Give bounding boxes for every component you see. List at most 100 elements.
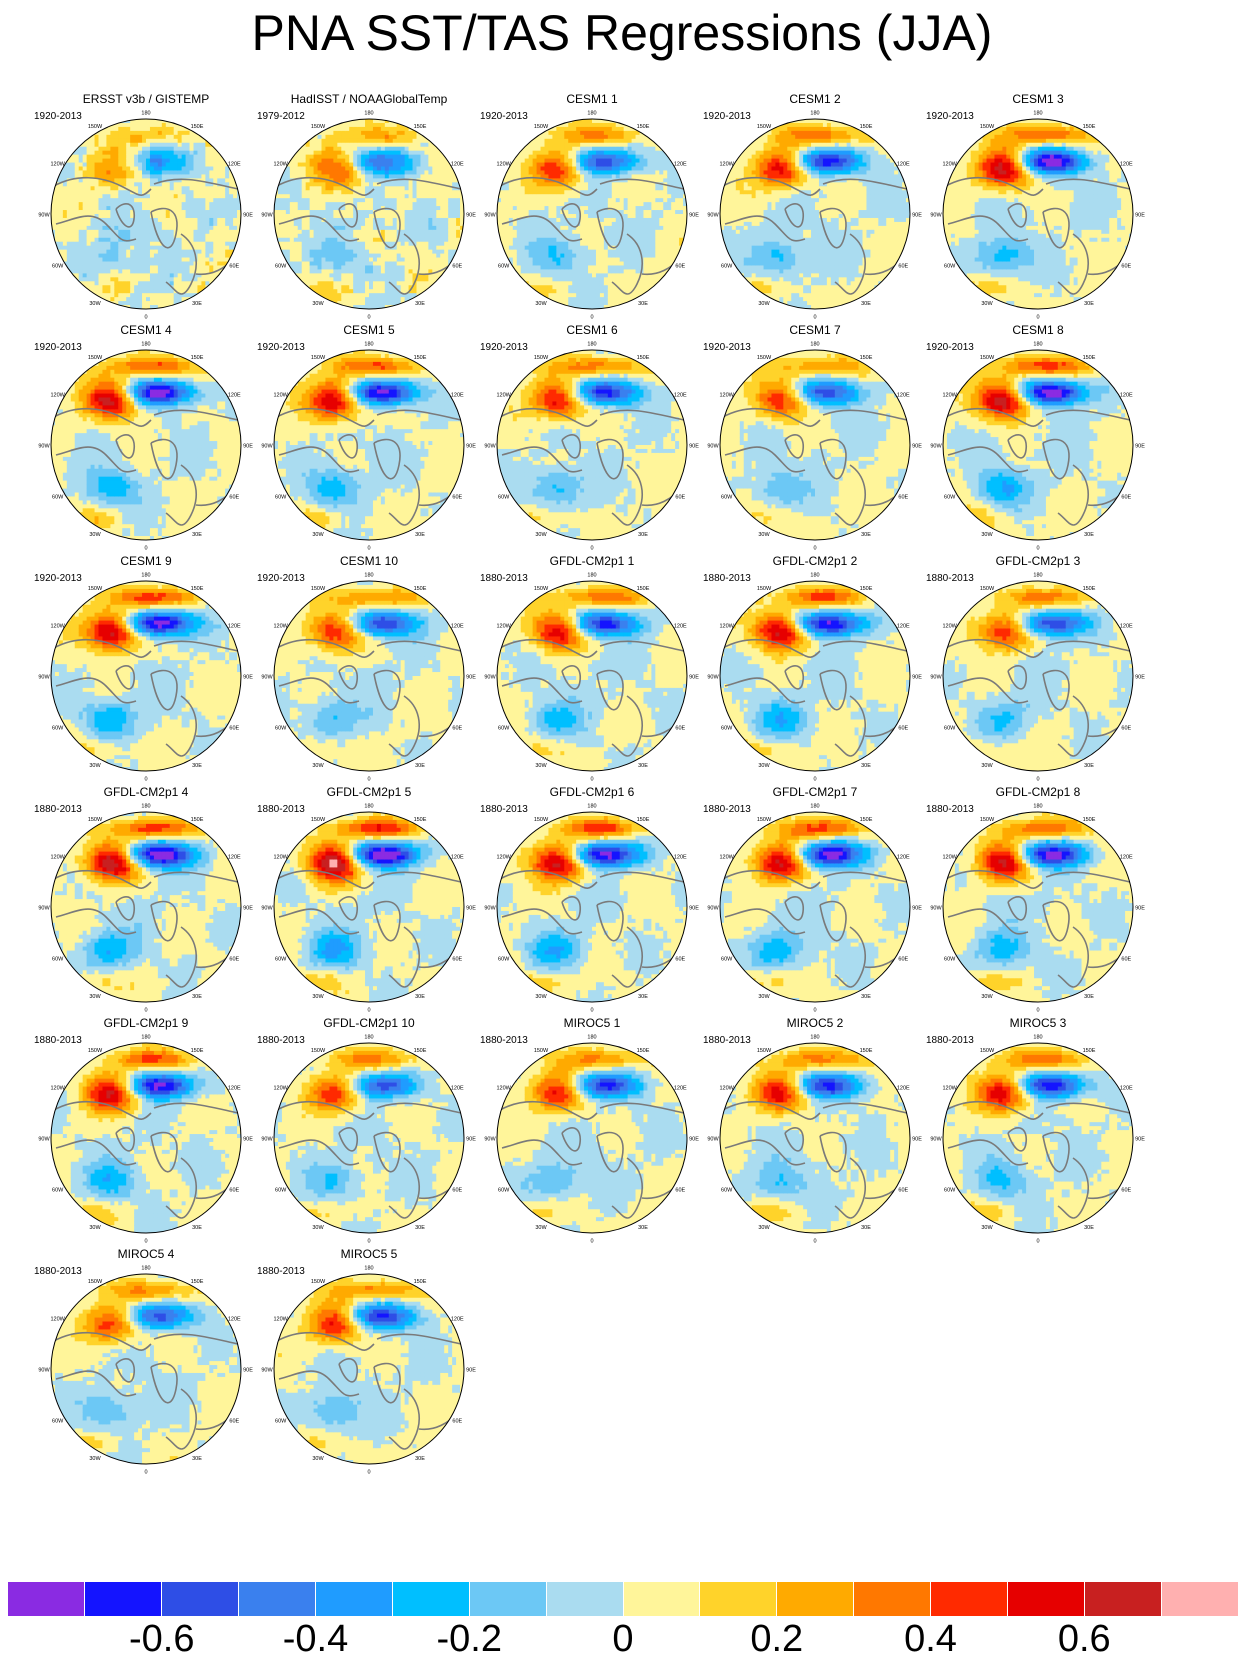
longitude-label: 0	[144, 1008, 147, 1014]
longitude-label: 60E	[898, 1188, 908, 1194]
longitude-label: 30E	[415, 763, 425, 769]
longitude-label: 30W	[758, 1225, 770, 1231]
longitude-label: 30W	[535, 763, 547, 769]
longitude-label: 180	[141, 1035, 150, 1041]
longitude-label: 30W	[535, 301, 547, 307]
longitude-label: 90W	[484, 1137, 496, 1143]
longitude-label: 30E	[638, 994, 648, 1000]
longitude-label: 90W	[484, 906, 496, 912]
longitude-label: 150E	[637, 817, 650, 823]
longitude-label: 180	[141, 804, 150, 810]
longitude-label: 90W	[261, 444, 273, 450]
longitude-label: 30W	[758, 532, 770, 538]
longitude-label: 30W	[312, 301, 324, 307]
longitude-label: 90W	[707, 675, 719, 681]
longitude-label: 90E	[1135, 444, 1145, 450]
longitude-label: 30W	[758, 763, 770, 769]
longitude-label: 120E	[228, 162, 241, 168]
colorbar-segment	[239, 1582, 316, 1616]
longitude-label: 150E	[860, 817, 873, 823]
longitude-label: 150E	[1083, 124, 1096, 130]
longitude-label: 150E	[637, 1048, 650, 1054]
longitude-label: 120W	[943, 162, 958, 168]
colorbar-label: 0	[578, 1620, 668, 1659]
longitude-label: 90W	[930, 213, 942, 219]
longitude-label: 60W	[944, 957, 956, 963]
longitude-label: 150W	[534, 817, 549, 823]
longitude-label: 150W	[311, 124, 326, 130]
longitude-label: 120W	[51, 855, 66, 861]
longitude-label: 60W	[52, 726, 64, 732]
longitude-label: 60E	[898, 264, 908, 270]
longitude-label: 30E	[192, 763, 202, 769]
colorbar-segment	[8, 1582, 85, 1616]
longitude-label: 150E	[1083, 817, 1096, 823]
longitude-label: 120E	[451, 624, 464, 630]
longitude-label: 90W	[38, 675, 50, 681]
longitude-label: 150W	[534, 355, 549, 361]
longitude-label: 150W	[980, 124, 995, 130]
longitude-label: 90W	[38, 1368, 50, 1374]
longitude-label: 180	[141, 111, 150, 117]
longitude-label: 120W	[497, 624, 512, 630]
longitude-label: 120E	[674, 624, 687, 630]
longitude-label: 120W	[51, 1317, 66, 1323]
longitude-label: 120W	[720, 393, 735, 399]
longitude-label: 150E	[414, 586, 427, 592]
colorbar-segment	[931, 1582, 1008, 1616]
longitude-label: 60W	[721, 495, 733, 501]
longitude-label: 0	[367, 315, 370, 321]
colorbar-segment	[85, 1582, 162, 1616]
longitude-label: 0	[813, 546, 816, 552]
longitude-label: 60E	[452, 957, 462, 963]
longitude-label: 120W	[274, 855, 289, 861]
longitude-label: 180	[587, 804, 596, 810]
longitude-label: 150E	[860, 124, 873, 130]
longitude-label: 30W	[89, 994, 101, 1000]
longitude-label: 30E	[638, 763, 648, 769]
longitude-label: 0	[813, 315, 816, 321]
longitude-label: 30W	[535, 994, 547, 1000]
longitude-label: 0	[1036, 315, 1039, 321]
longitude-label: 180	[810, 111, 819, 117]
longitude-label: 120W	[274, 393, 289, 399]
longitude-label: 60W	[52, 495, 64, 501]
colorbar-segment	[470, 1582, 547, 1616]
longitude-label: 120W	[720, 1086, 735, 1092]
longitude-label: 60W	[721, 1188, 733, 1194]
longitude-label: 150E	[414, 1279, 427, 1285]
longitude-label: 0	[1036, 1008, 1039, 1014]
longitude-label: 180	[587, 342, 596, 348]
longitude-label: 90W	[261, 1137, 273, 1143]
longitude-label: 150W	[757, 124, 772, 130]
longitude-label: 150W	[534, 586, 549, 592]
longitude-label: 150E	[191, 586, 204, 592]
longitude-label: 90E	[466, 1368, 476, 1374]
longitude-label: 150E	[414, 817, 427, 823]
longitude-label: 180	[364, 804, 373, 810]
colorbar-label: -0.2	[424, 1620, 514, 1659]
longitude-label: 120W	[497, 855, 512, 861]
longitude-label: 150E	[414, 355, 427, 361]
longitude-label: 120E	[897, 162, 910, 168]
longitude-label: 120W	[720, 855, 735, 861]
longitude-label: 150E	[637, 355, 650, 361]
longitude-label: 120E	[674, 855, 687, 861]
longitude-label: 120E	[451, 1086, 464, 1092]
longitude-label: 120E	[228, 855, 241, 861]
